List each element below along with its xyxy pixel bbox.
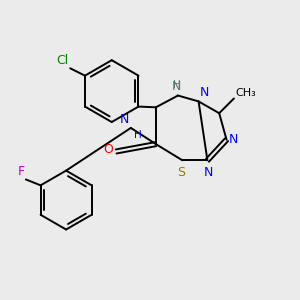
Text: S: S	[177, 166, 185, 178]
Text: H: H	[172, 80, 180, 90]
Text: N: N	[200, 86, 209, 99]
Text: N: N	[120, 113, 129, 126]
Text: N: N	[229, 133, 238, 146]
Text: Cl: Cl	[56, 54, 69, 67]
Text: F: F	[17, 165, 24, 178]
Text: H: H	[134, 130, 142, 140]
Text: CH₃: CH₃	[236, 88, 256, 98]
Text: O: O	[103, 143, 113, 157]
Text: N: N	[203, 166, 213, 178]
Text: N: N	[172, 80, 181, 93]
